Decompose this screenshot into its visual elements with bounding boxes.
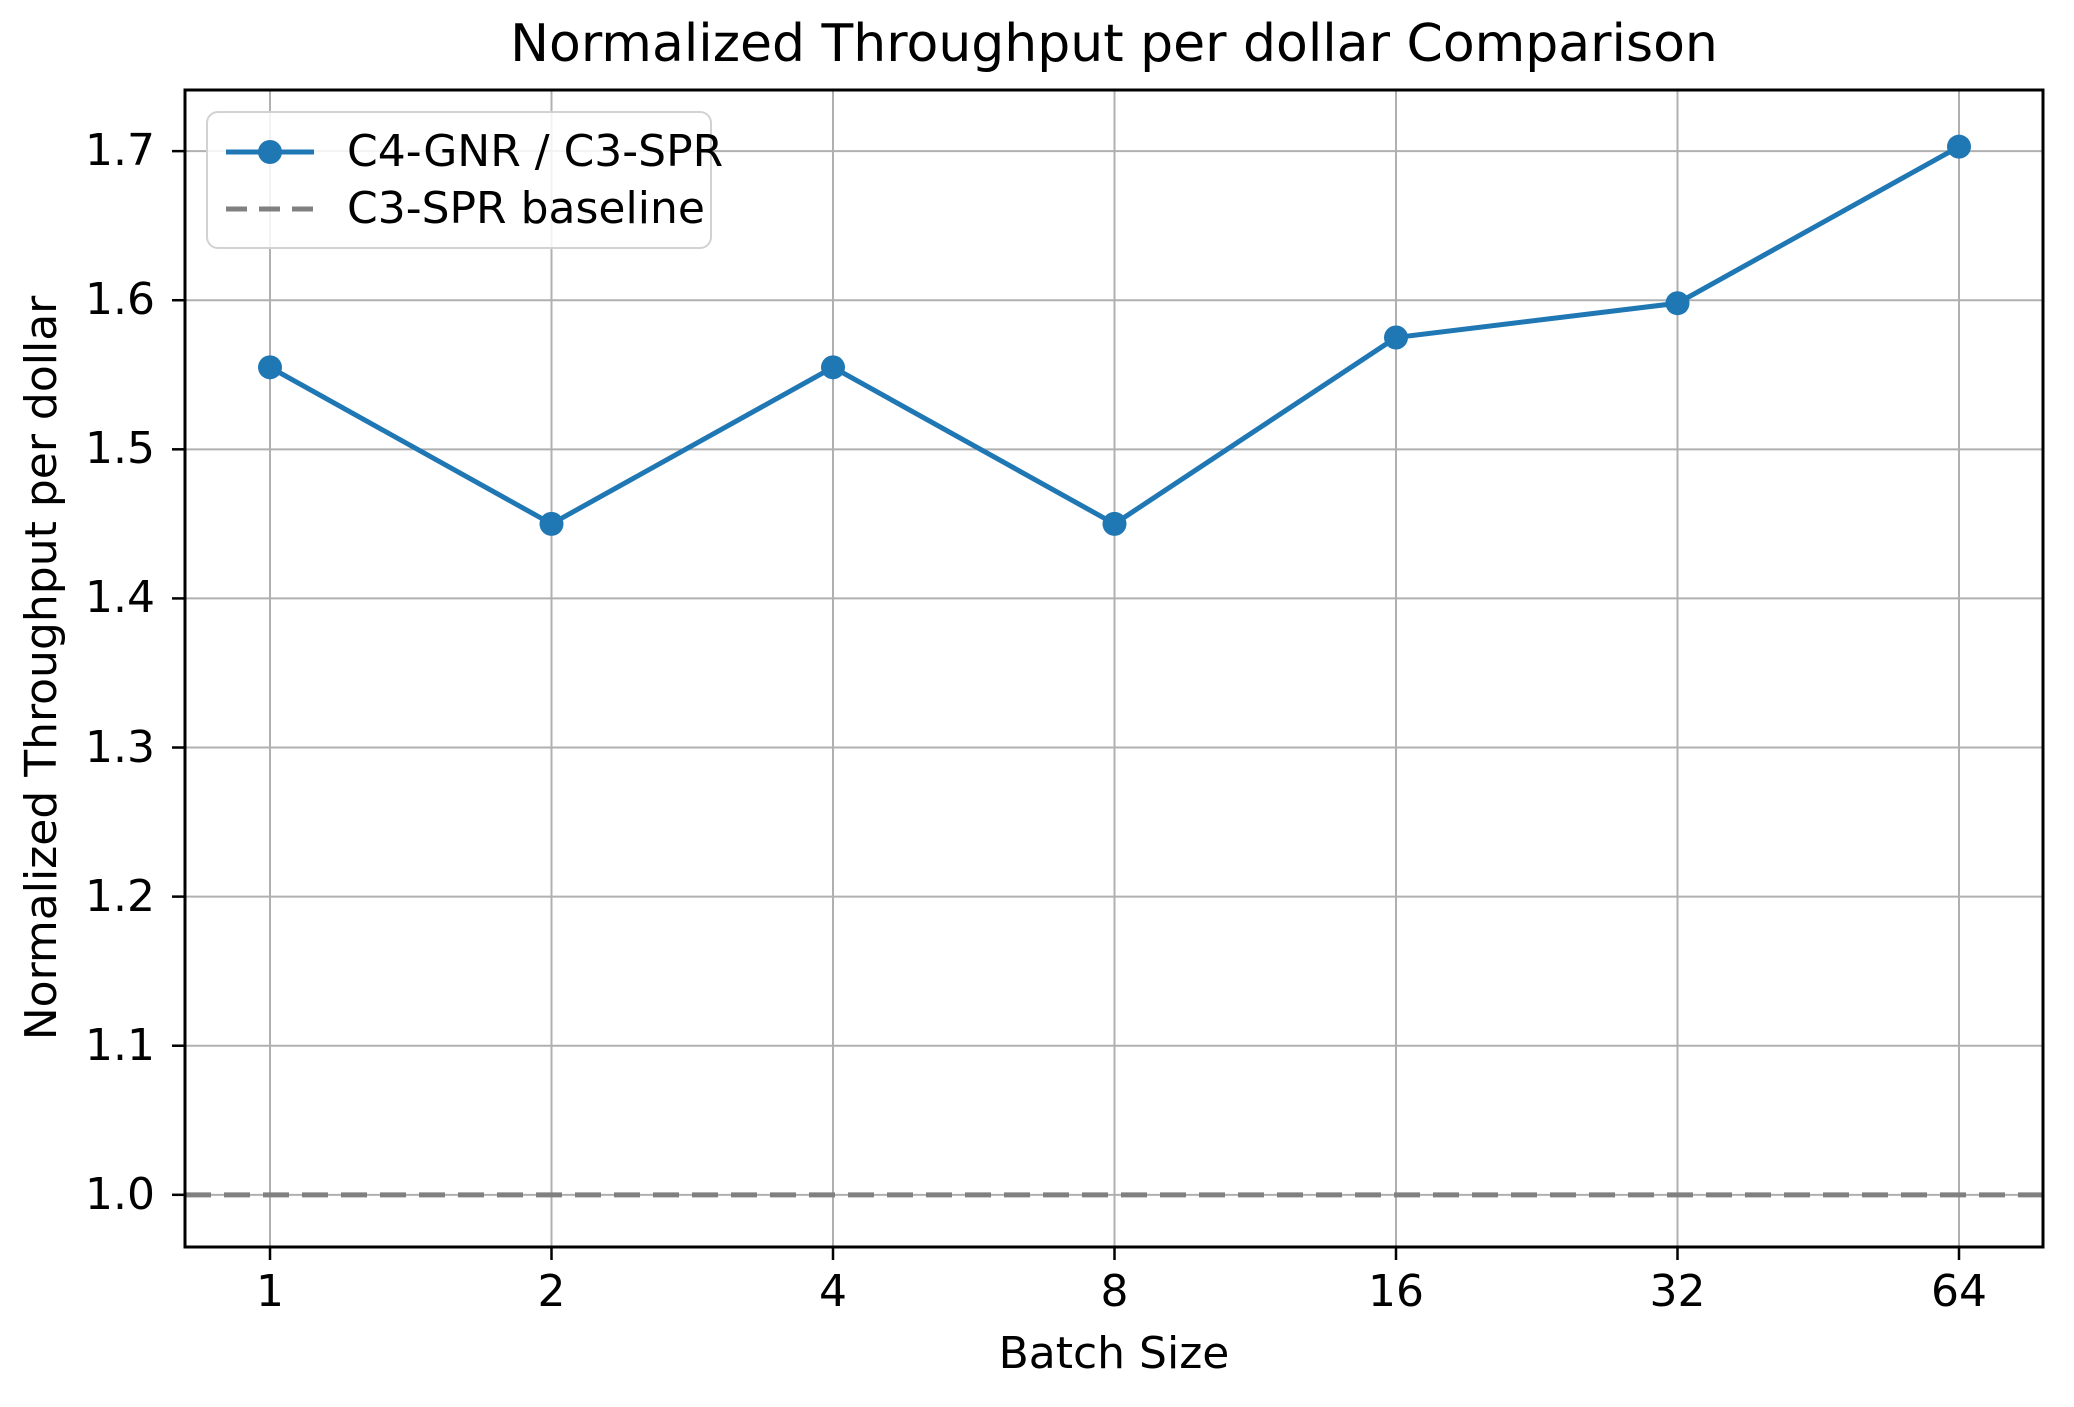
- y-tick-label: 1.5: [85, 423, 155, 475]
- x-tick-label: 2: [537, 1266, 566, 1317]
- y-tick-label: 1.4: [85, 572, 155, 624]
- y-tick-label: 1.0: [85, 1168, 155, 1220]
- y-tick-label: 1.1: [85, 1019, 155, 1071]
- dashed-line-icon: [226, 206, 316, 211]
- x-tick-label: 16: [1368, 1266, 1424, 1317]
- legend-label: C3-SPR baseline: [347, 182, 705, 234]
- data-point: [1665, 291, 1690, 316]
- solid-line-marker-icon: [226, 139, 314, 164]
- y-tick-label: 1.3: [85, 721, 155, 773]
- legend-item-series: C4-GNR / C3-SPR: [224, 123, 723, 180]
- x-tick-label: 1: [256, 1266, 284, 1317]
- legend-item-baseline: C3-SPR baseline: [224, 180, 705, 237]
- legend: C4-GNR / C3-SPR C3-SPR baseline: [206, 111, 723, 249]
- data-point: [1947, 134, 1971, 159]
- x-tick-label: 32: [1649, 1266, 1706, 1317]
- data-point: [258, 355, 282, 380]
- chart-title: Normalized Throughput per dollar Compari…: [510, 14, 1718, 74]
- data-point: [1384, 325, 1408, 350]
- y-tick-label: 1.6: [85, 274, 155, 326]
- y-axis-label: Normalized Throughput per dollar: [16, 295, 67, 1041]
- data-point: [1102, 511, 1127, 536]
- data-point: [539, 511, 564, 536]
- y-tick-label: 1.2: [85, 870, 155, 922]
- y-tick-label: 1.7: [85, 125, 155, 177]
- x-axis-label: Batch Size: [998, 1328, 1230, 1379]
- data-point: [821, 355, 845, 380]
- x-tick-label: 8: [1100, 1266, 1129, 1317]
- x-tick-label: 64: [1931, 1266, 1987, 1317]
- x-tick-label: 4: [819, 1266, 847, 1317]
- legend-marker-sample: [258, 139, 282, 164]
- legend-label: C4-GNR / C3-SPR: [347, 125, 724, 177]
